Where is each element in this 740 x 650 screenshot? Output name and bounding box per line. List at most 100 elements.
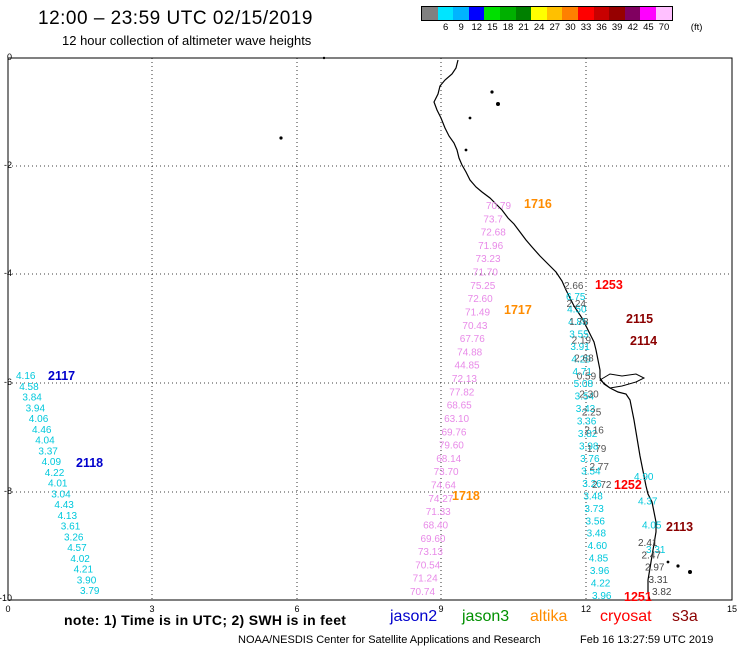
scale-label: 24 [533,22,545,33]
wave-height-value: 2.77 [589,462,609,473]
wave-height-value: 2.72 [592,480,612,491]
scale-label: 30 [565,22,576,33]
scale-swatch [624,7,641,20]
footer-timestamp: Feb 16 13:27:59 UTC 2019 [580,634,714,646]
wave-height-value: 4.50 [567,304,587,315]
wave-height-value: 4.57 [67,543,87,554]
wave-height-value: 3.48 [583,491,603,502]
wave-height-value: 3.61 [61,522,81,533]
wave-height-value: 73.23 [476,254,501,265]
y-tick-label: -6 [4,377,12,387]
coastline [433,59,657,601]
wave-height-value: 68.65 [447,401,472,412]
wave-height-value: 3.96 [592,591,612,602]
wave-height-value: 3.84 [22,393,42,404]
pass-label: 2117 [48,369,75,383]
axis-ticks: 0 3 6 9 12 15 0 -2 -4 -6 -8 -10 [0,52,737,614]
map-frame [7,57,733,601]
x-tick-label: 3 [149,604,154,614]
map-subtitle: 12 hour collection of altimeter wave hei… [62,33,312,48]
wave-height-value: 3.56 [586,516,606,527]
wave-height-value: 2.41 [638,538,658,549]
wave-height-value: 71.96 [478,241,503,252]
wave-height-value: 2.68 [574,353,594,364]
wave-height-value: 70.79 [486,201,511,212]
scale-swatch [437,7,454,20]
wave-height-value: 4.20 [571,354,591,365]
wave-height-value: 4.09 [42,457,62,468]
wave-height-value: 4.06 [29,414,49,425]
island [468,116,472,120]
pass-label: 2114 [630,334,657,348]
y-tick-label: 0 [7,52,12,62]
pass-label: 2113 [666,520,693,534]
scale-label: 33 [580,22,592,33]
wave-height-value: 3.94 [26,403,46,414]
legend-item-s3a: s3a [672,608,698,625]
wave-height-value: 4.60 [588,541,608,552]
wave-height-value: 69.60 [420,534,445,545]
scale-swatch [484,7,500,20]
wave-height-value: 4.02 [70,554,90,565]
island [496,102,500,106]
pass-label: 1253 [595,278,623,292]
scale-swatch [562,7,578,20]
pass-label: 2115 [626,312,653,326]
island [322,56,326,60]
wave-height-value: 3.43 [576,404,596,415]
x-tick-label: 12 [581,604,591,614]
wave-height-value: 3.55 [569,329,589,340]
units-note: note: 1) Time is in UTC; 2) SWH is in fe… [64,612,347,628]
wave-height-value: 3.96 [590,566,610,577]
wave-height-value: 4.01 [48,479,68,490]
wave-height-value: 71.70 [473,268,498,279]
scale-swatch [655,7,672,20]
island [490,90,494,94]
scale-label: 70 [658,22,670,33]
wave-height-value: 2.97 [645,563,665,574]
wave-height-value: 2.47 [642,550,662,561]
wave-height-value: 4.04 [35,436,55,447]
wave-height-value: 4.58 [19,382,39,393]
scale-swatch [515,7,532,20]
wave-height-value: 4.46 [32,425,52,436]
map-title: 12:00 – 23:59 UTC 02/15/2019 [38,8,313,29]
wave-height-value: 73.70 [434,467,459,478]
wave-height-value: 2.19 [572,335,592,346]
scale-label: 15 [487,22,498,33]
scale-label: 9 [458,22,464,33]
scale-label: 12 [471,22,483,33]
wave-height-value: 2.16 [584,426,604,437]
island [599,373,646,389]
wave-height-value: 79.60 [439,441,464,452]
wave-height-value: 4.16 [16,371,36,382]
wave-height-value: 73.7 [483,214,503,225]
wave-height-value: 74.64 [431,481,456,492]
scale-swatch [499,7,516,20]
pass-label: 1717 [504,303,532,317]
island [464,148,468,152]
x-tick-label: 15 [727,604,737,614]
wave-height-value: 70.43 [462,321,487,332]
wave-height-value: 4.90 [634,472,654,483]
legend-item-jason3: jason3 [462,608,510,625]
wave-height-value: 3.73 [584,504,604,515]
scale-label: 18 [502,22,514,33]
wave-height-value: 74.27 [428,494,453,505]
wave-height-value: 3.26 [64,532,84,543]
wave-height-value: 3.98 [579,442,599,453]
pass-label: 1716 [524,197,552,211]
wave-height-value: 3.54 [581,466,601,477]
wave-height-value: 3.76 [580,454,600,465]
wave-height-value: 4.22 [45,468,65,479]
wave-height-value: 3.26 [582,479,602,490]
wave-height-value: 74.88 [457,347,482,358]
wave-height-value: 3.37 [38,446,58,457]
wave-height-value: 1.78 [569,317,589,328]
map-grid [7,57,733,601]
wave-height-value: 3.36 [577,417,597,428]
wave-height-value: 4.22 [591,579,611,590]
wave-height-value: 3.91 [570,342,590,353]
island [676,564,680,568]
